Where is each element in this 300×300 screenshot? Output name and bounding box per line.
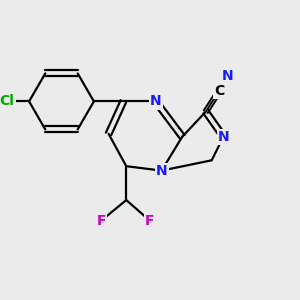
Text: N: N	[150, 94, 161, 108]
Text: Cl: Cl	[0, 94, 14, 108]
Text: C: C	[214, 84, 224, 98]
Text: N: N	[222, 69, 234, 83]
Text: F: F	[97, 214, 106, 228]
Text: F: F	[145, 214, 154, 228]
Text: N: N	[156, 164, 167, 178]
Text: N: N	[218, 130, 229, 144]
